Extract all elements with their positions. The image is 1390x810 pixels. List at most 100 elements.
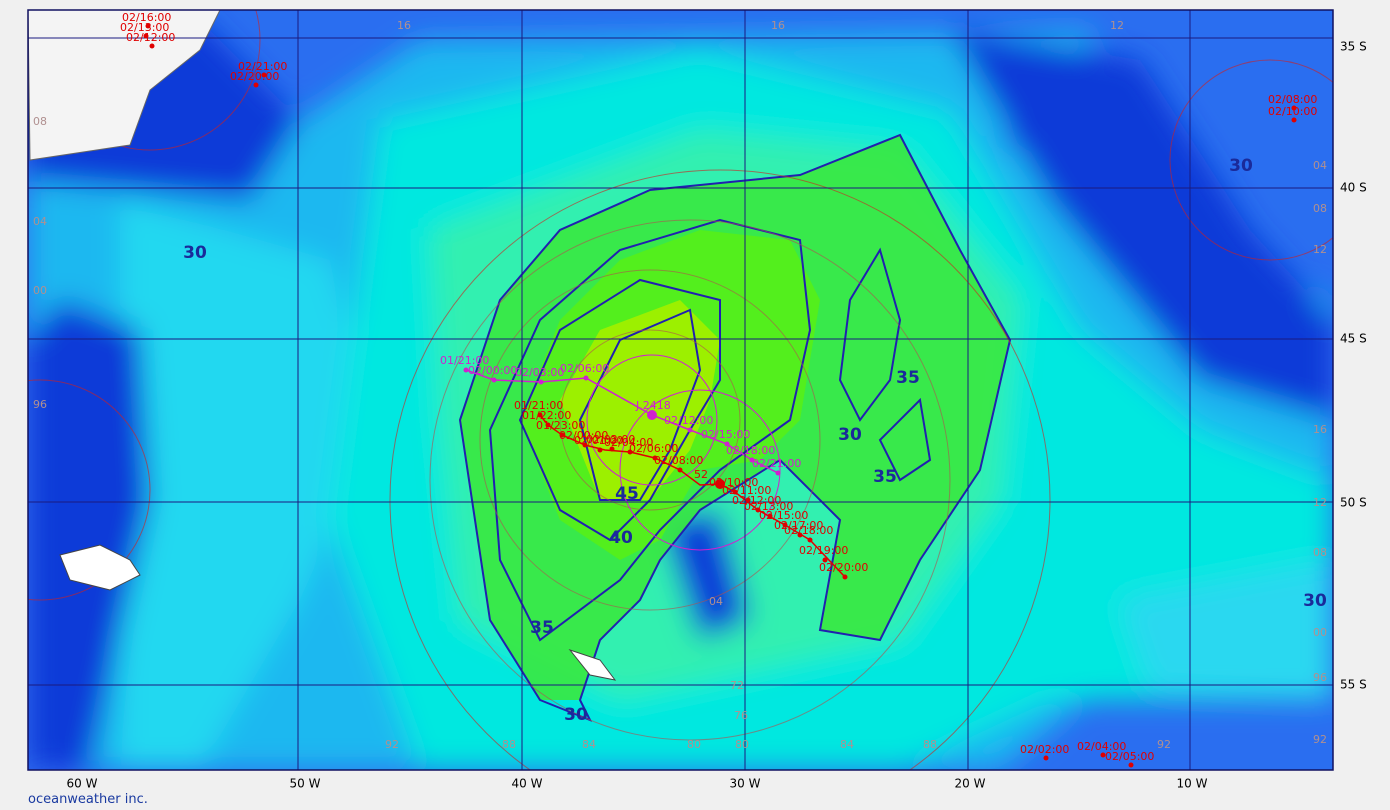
forecast-label: 02/21:00 (752, 457, 801, 470)
track-label: 02/06:00 (629, 442, 678, 455)
footer: oceanweather inc. (28, 792, 148, 807)
track-label: 02/12:00 (126, 31, 175, 44)
pressure-label: 72 (730, 679, 744, 692)
track-point (677, 467, 683, 473)
track-label: 02/21:00 (238, 60, 287, 73)
pressure-label: 04 (709, 595, 723, 608)
wind-field (28, 10, 1333, 770)
pressure-label: 80 (687, 738, 701, 751)
pressure-label: 00 (1313, 626, 1327, 639)
wind-speed-label: 30 (564, 705, 588, 725)
track-point (732, 489, 738, 495)
track-point (687, 427, 693, 433)
track-point (253, 82, 259, 88)
track-label: 02/04:00 (1077, 740, 1126, 753)
track-label: 02/08:00 (1268, 93, 1317, 106)
track-point (143, 33, 149, 39)
wind-speed-label: 35 (896, 368, 920, 388)
track-point (149, 43, 155, 49)
pressure-label: 92 (1313, 733, 1327, 746)
track-point (1043, 755, 1049, 761)
track-point (597, 447, 603, 453)
track-point (782, 522, 788, 528)
track-label: 02/20:00 (230, 70, 279, 83)
longitude-label: 30 W (730, 777, 761, 791)
track-label: 02/10:00 (709, 476, 758, 489)
pressure-label: 12 (1110, 19, 1124, 32)
pressure-label: 80 (735, 738, 749, 751)
wind-contours (458, 133, 1012, 722)
wind-speed-label: 45 (615, 484, 639, 504)
longitude-label: 20 W (955, 777, 986, 791)
track-point (559, 432, 565, 438)
forecast-label: 02/12:00 (664, 414, 713, 427)
track-label: 02/11:00 (722, 484, 771, 497)
track-point (755, 507, 761, 513)
wind-speed-label: 30 (1229, 156, 1253, 176)
latitude-label: 45 S (1340, 332, 1367, 346)
pressure-label: 08 (1313, 546, 1327, 559)
track-label: 02/00:00 (559, 429, 608, 442)
wind-speed-label: 40 (609, 528, 633, 548)
longitude-label: 60 W (67, 777, 98, 791)
track-point (145, 23, 151, 29)
wind-speed-label: 30 (1303, 591, 1327, 611)
pressure-label: 16 (397, 19, 411, 32)
pressure-label: 88 (502, 738, 516, 751)
track-label: 02/13:00 (120, 21, 169, 34)
track-point (797, 532, 803, 538)
forecast-label: 02/15:00 (701, 428, 750, 441)
track-label: 01/22:00 (522, 409, 571, 422)
wind-speed-label: 30 (838, 425, 862, 445)
pressure-label: 04 (33, 215, 47, 228)
track-label: 02/18:00 (784, 524, 833, 537)
pressure-label: 12 (1313, 496, 1327, 509)
track-point (1100, 752, 1106, 758)
isobars (28, 10, 1333, 770)
longitude-label: 50 W (290, 777, 321, 791)
forecast-label: 02/03:00 (515, 366, 564, 379)
pressure-label: 12 (1313, 243, 1327, 256)
track-point (491, 377, 497, 383)
track-point (1128, 762, 1134, 768)
map-frame (27, 9, 1334, 771)
track-label: 02/05:00 (1105, 750, 1154, 763)
track-point (807, 537, 813, 543)
latitude-label: 55 S (1340, 678, 1367, 692)
pressure-label: 08 (33, 115, 47, 128)
latitude-label: 50 S (1340, 496, 1367, 510)
track-label: 02/12:00 (732, 494, 781, 507)
track-label: 01/23:00 (536, 419, 585, 432)
pressure-label: 96 (1313, 671, 1327, 684)
track-point (749, 457, 755, 463)
track-label: 02/16:00 (122, 11, 171, 24)
track-point (538, 379, 544, 385)
pressure-label: 92 (1157, 738, 1171, 751)
track-point (261, 72, 267, 78)
track-point (745, 497, 751, 503)
pressure-label: 96 (33, 398, 47, 411)
forecast-label: 02/00:00 (468, 364, 517, 377)
track-point (1291, 117, 1297, 123)
wind-speed-label: 30 (183, 243, 207, 263)
track-point (652, 455, 658, 461)
pressure-label: 84 (840, 738, 854, 751)
track-point (842, 574, 848, 580)
track-point (545, 422, 551, 428)
pressure-label: 84 (582, 738, 596, 751)
track-point (463, 367, 469, 373)
track-point (724, 441, 730, 447)
pressure-label: 16 (771, 19, 785, 32)
wind-speed-label: 35 (530, 618, 554, 638)
track-label: 02/02:00 (586, 433, 635, 446)
wind-speed-label: 35 (873, 467, 897, 487)
track-point (609, 446, 615, 452)
track-label: 02/17:00 (774, 519, 823, 532)
track-label: 01/21:00 (514, 399, 563, 412)
latitude-label: 40 S (1340, 181, 1367, 195)
track-point (775, 470, 781, 476)
track-label: 02/15:00 (759, 509, 808, 522)
forecast-label: 02/06:00 (560, 362, 609, 375)
longitude-label: 10 W (1177, 777, 1208, 791)
